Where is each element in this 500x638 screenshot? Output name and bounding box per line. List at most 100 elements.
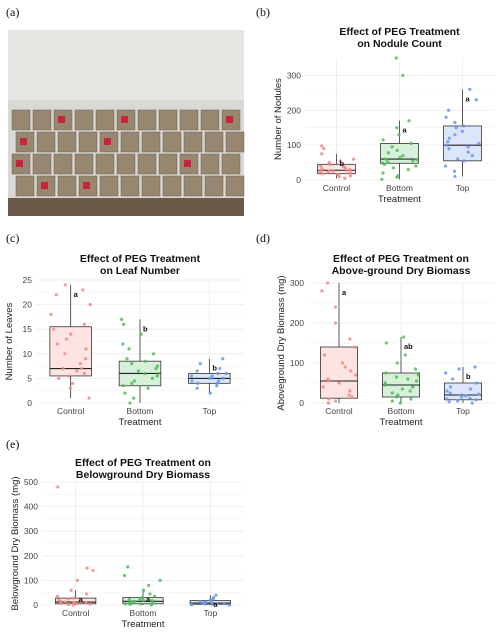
data-point (415, 158, 419, 162)
y-tick-label: 100 (24, 575, 38, 585)
data-point (150, 376, 154, 380)
chart-title: Effect of PEG Treatment (80, 253, 201, 265)
data-point (397, 133, 401, 137)
chart-title: on Leaf Number (100, 265, 180, 277)
photo-pot (141, 131, 161, 153)
data-point (320, 167, 324, 171)
data-point (462, 159, 466, 163)
photo-pot (95, 153, 115, 175)
x-axis-label: Treatment (380, 417, 423, 428)
data-point (414, 164, 418, 168)
data-point (353, 345, 357, 349)
data-point (320, 289, 324, 293)
panel-label-e: (e) (6, 437, 19, 451)
data-point (158, 578, 162, 583)
y-tick-label: 500 (24, 477, 38, 487)
data-point (150, 601, 155, 605)
data-point (401, 73, 405, 78)
data-point (383, 381, 387, 385)
data-point (87, 396, 91, 400)
data-point (139, 332, 143, 336)
data-point (322, 353, 327, 357)
data-point (390, 145, 394, 149)
data-point (406, 167, 410, 172)
data-point (466, 150, 470, 154)
y-tick-label: 20 (23, 300, 33, 310)
data-point (82, 322, 87, 326)
photo-tag (41, 182, 48, 189)
data-point (464, 394, 468, 398)
y-axis-label: Aboveground Dry Biomass (mg) (276, 275, 287, 410)
data-point (448, 391, 452, 395)
data-point (155, 364, 160, 368)
data-point (63, 283, 67, 287)
data-point (477, 141, 481, 145)
data-point (215, 381, 219, 385)
x-tick-label: Bottom (127, 406, 154, 416)
photo-pot (78, 131, 98, 153)
data-point (411, 385, 415, 389)
data-point (443, 164, 448, 168)
data-point (409, 141, 413, 145)
data-point (138, 597, 142, 601)
data-point (322, 147, 326, 151)
data-point (71, 603, 75, 607)
data-point (210, 602, 214, 606)
data-point (468, 396, 472, 400)
data-point (189, 602, 194, 607)
data-point (154, 366, 158, 371)
data-point (452, 169, 457, 173)
photo-pot (74, 109, 94, 131)
data-point (214, 602, 218, 606)
data-point (141, 598, 145, 602)
data-point (224, 371, 228, 376)
data-point (84, 347, 88, 351)
data-point (327, 160, 331, 165)
data-point (381, 138, 385, 142)
data-point (75, 369, 79, 373)
data-point (470, 401, 474, 405)
data-point (57, 598, 61, 602)
data-point (401, 154, 405, 158)
data-point (444, 371, 448, 375)
data-point (211, 596, 216, 600)
photo-pot (137, 153, 157, 175)
data-point (221, 376, 225, 380)
data-point (126, 565, 130, 569)
data-point (447, 400, 451, 404)
data-point (57, 376, 61, 380)
data-point (130, 381, 134, 385)
data-point (414, 379, 419, 383)
chart-title: Effect of PEG Treatment on (333, 253, 469, 265)
photo-pot (57, 175, 77, 197)
photo-bench (8, 198, 244, 216)
data-point (196, 381, 200, 385)
y-tick-label: 15 (23, 324, 33, 334)
data-point (68, 386, 72, 390)
data-point (150, 598, 154, 603)
data-point (476, 392, 480, 396)
data-point (123, 391, 127, 395)
data-point (321, 385, 325, 389)
photo-pot (183, 175, 203, 197)
data-point (351, 157, 356, 161)
panel-label-a: (a) (6, 5, 19, 19)
panel-label-c: (c) (6, 231, 19, 245)
chart-title: on Nodule Count (357, 38, 442, 50)
data-point (473, 365, 477, 369)
data-point (445, 389, 449, 393)
data-point (391, 166, 395, 170)
significance-letter: a (403, 126, 408, 135)
data-point (130, 362, 134, 366)
photo-pot (225, 131, 245, 153)
data-point (207, 376, 211, 380)
photo-tag (121, 116, 128, 123)
data-point (320, 152, 324, 156)
data-point (78, 362, 82, 366)
data-point (195, 386, 199, 390)
data-point (88, 303, 92, 307)
data-point (127, 597, 131, 602)
data-point (66, 597, 70, 601)
